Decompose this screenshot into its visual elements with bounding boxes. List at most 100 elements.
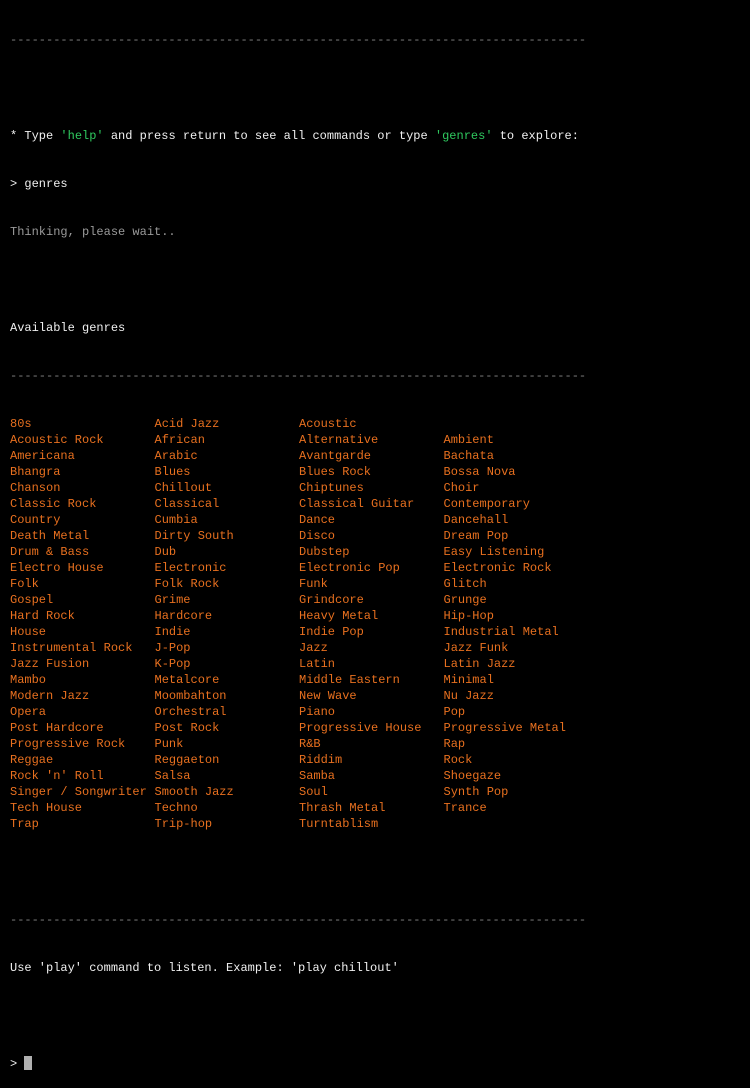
genre-item[interactable]: Mambo [10,673,47,687]
genre-item[interactable]: Grunge [443,593,487,607]
genre-item[interactable]: Death Metal [10,529,90,543]
genre-item[interactable]: Electronic [154,561,227,575]
genre-item[interactable]: Jazz Fusion [10,657,90,671]
genre-item[interactable]: Dancehall [443,513,509,527]
genre-item[interactable]: Bhangra [10,465,61,479]
genre-item[interactable]: Trance [443,801,487,815]
genre-item[interactable]: Minimal [443,673,494,687]
genre-item[interactable]: Singer / Songwriter [10,785,147,799]
genre-item[interactable]: Folk Rock [154,577,220,591]
genre-item[interactable]: Contemporary [443,497,530,511]
genre-item[interactable]: New Wave [299,689,357,703]
genre-item[interactable]: Trap [10,817,39,831]
genre-item[interactable]: Country [10,513,61,527]
genre-item[interactable]: Chillout [154,481,213,495]
genre-item[interactable]: Glitch [443,577,487,591]
genre-item[interactable]: K-Pop [154,657,191,671]
genre-item[interactable]: Funk [299,577,328,591]
genre-item[interactable]: Riddim [299,753,343,767]
genre-item[interactable]: Tech House [10,801,83,815]
genre-item[interactable]: Bachata [443,449,494,463]
genre-item[interactable]: Acid Jazz [154,417,220,431]
genre-item[interactable]: Smooth Jazz [154,785,234,799]
genre-item[interactable]: Alternative [299,433,379,447]
genre-item[interactable]: Electronic Pop [299,561,400,575]
genre-item[interactable]: Classical [154,497,220,511]
genre-item[interactable]: Chanson [10,481,61,495]
genre-item[interactable]: Orchestral [154,705,227,719]
genre-item[interactable]: Salsa [154,769,191,783]
genre-item[interactable]: Avantgarde [299,449,372,463]
genre-item[interactable]: Indie Pop [299,625,364,639]
genre-item[interactable]: Moombahton [154,689,227,703]
genre-item[interactable]: Rock [443,753,473,767]
genre-item[interactable]: Hard Rock [10,609,75,623]
genre-item[interactable]: Opera [10,705,47,719]
genre-item[interactable]: Dubstep [299,545,350,559]
genre-item[interactable]: Hardcore [154,609,213,623]
genre-item[interactable]: Indie [154,625,191,639]
command-input[interactable]: > [10,1056,740,1072]
genre-item[interactable]: Trip-hop [154,817,213,831]
genre-item[interactable]: Rock 'n' Roll [10,769,104,783]
genre-item[interactable]: Progressive Metal [443,721,566,735]
genre-item[interactable]: Classic Rock [10,497,97,511]
genre-item[interactable]: Post Hardcore [10,721,104,735]
genre-item[interactable]: Shoegaze [443,769,502,783]
genre-item[interactable]: Latin [299,657,336,671]
genre-item[interactable]: Arabic [154,449,198,463]
genre-item[interactable]: Folk [10,577,39,591]
genre-item[interactable]: Progressive House [299,721,422,735]
genre-item[interactable]: Rap [443,737,466,751]
genre-item[interactable]: R&B [299,737,321,751]
genre-item[interactable]: Drum & Bass [10,545,90,559]
genre-item[interactable]: Latin Jazz [443,657,516,671]
genre-item[interactable]: Reggaeton [154,753,220,767]
genre-item[interactable]: Middle Eastern [299,673,400,687]
genre-item[interactable]: Dream Pop [443,529,509,543]
genre-item[interactable]: Reggae [10,753,54,767]
genre-item[interactable]: Instrumental Rock [10,641,133,655]
genre-item[interactable]: Nu Jazz [443,689,494,703]
genre-item[interactable]: Synth Pop [443,785,509,799]
genre-item[interactable]: African [154,433,205,447]
genre-item[interactable]: Electronic Rock [443,561,552,575]
genre-item[interactable]: Choir [443,481,480,495]
genre-item[interactable]: Easy Listening [443,545,545,559]
genre-item[interactable]: Post Rock [154,721,220,735]
genre-item[interactable]: Bossa Nova [443,465,516,479]
genre-item[interactable]: Pop [443,705,466,719]
genre-item[interactable]: Chiptunes [299,481,364,495]
genre-item[interactable]: Acoustic Rock [10,433,104,447]
genre-item[interactable]: Americana [10,449,75,463]
genre-item[interactable]: Jazz [299,641,328,655]
genre-item[interactable]: Dance [299,513,336,527]
genre-item[interactable]: J-Pop [154,641,191,655]
genre-item[interactable]: Cumbia [154,513,198,527]
genre-item[interactable]: Classical Guitar [299,497,415,511]
genre-item[interactable]: Acoustic [299,417,357,431]
genre-item[interactable]: Blues Rock [299,465,372,479]
genre-item[interactable]: Turntablism [299,817,379,831]
genre-item[interactable]: Heavy Metal [299,609,379,623]
genre-item[interactable]: 80s [10,417,32,431]
genre-item[interactable]: Grime [154,593,191,607]
genre-item[interactable]: Samba [299,769,336,783]
genre-item[interactable]: Thrash Metal [299,801,386,815]
genre-item[interactable]: Electro House [10,561,104,575]
genre-item[interactable]: Ambient [443,433,494,447]
genre-item[interactable]: Piano [299,705,336,719]
genre-item[interactable]: House [10,625,47,639]
genre-item[interactable]: Punk [154,737,184,751]
genre-item[interactable]: Techno [154,801,198,815]
genre-item[interactable]: Jazz Funk [443,641,509,655]
genre-item[interactable]: Soul [299,785,328,799]
genre-item[interactable]: Metalcore [154,673,220,687]
genre-item[interactable]: Grindcore [299,593,364,607]
genre-item[interactable]: Blues [154,465,191,479]
genre-item[interactable]: Gospel [10,593,54,607]
genre-item[interactable]: Progressive Rock [10,737,126,751]
genre-item[interactable]: Hip-Hop [443,609,494,623]
genre-item[interactable]: Modern Jazz [10,689,90,703]
genre-item[interactable]: Disco [299,529,336,543]
